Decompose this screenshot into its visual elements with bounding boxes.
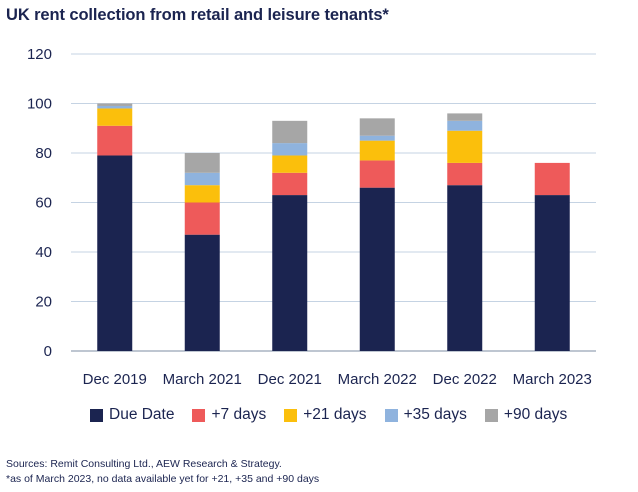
sources-footnote: Sources: Remit Consulting Ltd., AEW Rese… [6, 458, 282, 470]
bar-segment-35-days [97, 105, 133, 109]
bar-segment-7-days [447, 162, 483, 186]
y-tick-label: 0 [44, 343, 52, 360]
legend-item: +7 days [192, 406, 266, 424]
bar-segment-21-days [447, 130, 483, 163]
legend-swatch [284, 408, 298, 422]
chart-legend: Due Date +7 days +21 days +35 days +90 days [90, 406, 567, 424]
legend-swatch [384, 408, 398, 422]
bar-segment-21-days [272, 155, 308, 173]
bar-segment-21-days [97, 108, 133, 126]
x-tick-label: Dec 2019 [83, 371, 147, 388]
availability-footnote: *as of March 2023, no data available yet… [6, 473, 320, 485]
bar-segment-90-days [272, 120, 308, 144]
bar-segment-7-days [184, 202, 220, 235]
legend-item: +90 days [484, 406, 568, 424]
legend-swatch [484, 408, 498, 422]
bar-segment-90-days [447, 113, 483, 121]
bar-segment-due-date [272, 195, 308, 351]
bar-segment-90-days [359, 118, 395, 136]
bar-segment-21-days [184, 185, 220, 203]
y-tick-label: 20 [35, 294, 52, 311]
bar-segment-due-date [447, 185, 483, 351]
legend-label: +90 days [503, 406, 568, 423]
legend-label: Due Date [109, 406, 175, 423]
bar-segment-35-days [359, 135, 395, 141]
legend-item: +35 days [384, 406, 467, 424]
y-tick-label: 120 [27, 46, 52, 63]
legend-swatch [192, 408, 206, 422]
bar-segment-90-days [97, 103, 133, 106]
legend-swatch [90, 408, 103, 422]
x-tick-label: Dec 2022 [433, 371, 497, 388]
x-tick-label: March 2021 [163, 371, 242, 388]
legend-label: +7 days [211, 406, 267, 423]
bar-segment-21-days [359, 140, 395, 161]
y-tick-label: 40 [35, 244, 52, 261]
chart-title: UK rent collection from retail and leisu… [6, 6, 389, 24]
y-tick-label: 100 [27, 96, 52, 113]
bar-segment-90-days [184, 153, 220, 173]
x-tick-label: March 2022 [338, 371, 417, 388]
y-tick-label: 80 [35, 145, 52, 162]
bar-segment-35-days [447, 120, 483, 131]
bar-segment-35-days [272, 143, 308, 156]
legend-label: +21 days [303, 406, 367, 423]
x-tick-label: Dec 2021 [258, 371, 322, 388]
stacked-bar-chart: 0 20 40 60 80 100 120 Dec 2019 March 2021 Dec 202… [27, 46, 596, 388]
bar-segment-7-days [272, 172, 308, 196]
bar-segment-35-days [184, 172, 220, 186]
legend-label: +35 days [403, 406, 467, 423]
legend-item: +21 days [284, 406, 367, 424]
bar-segment-due-date [184, 234, 220, 351]
bar-segment-7-days [97, 125, 133, 156]
x-tick-label: March 2023 [513, 371, 592, 388]
bar-segment-due-date [359, 187, 395, 351]
legend-item: Due Date [90, 406, 174, 424]
bar-segment-due-date [97, 155, 133, 351]
bar-segment-7-days [534, 162, 570, 196]
y-tick-label: 60 [35, 195, 52, 212]
bar-segment-7-days [359, 160, 395, 188]
bar-segment-due-date [534, 195, 570, 351]
